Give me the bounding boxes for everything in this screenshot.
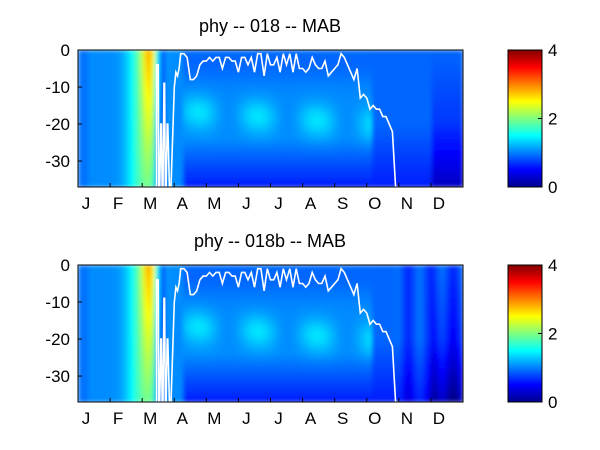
colorbar-tick-label: 2: [548, 325, 557, 344]
x-tick-label: A: [177, 194, 189, 213]
heatmap-area: [78, 50, 463, 187]
colorbar-gradient: [507, 49, 543, 188]
y-axis: 0 -10 -20 -30: [45, 256, 82, 386]
chart-title: phy -- 018b -- MAB: [194, 231, 346, 251]
mixed-layer-depth-line: [155, 52, 399, 187]
colorbar: 0 2 4: [507, 256, 557, 412]
x-tick-label: J: [274, 194, 283, 213]
colorbar-tick-label: 2: [548, 110, 557, 129]
y-tick-label: -20: [45, 115, 70, 134]
y-tick-label: 0: [61, 41, 70, 60]
x-tick-label: S: [337, 409, 348, 428]
x-tick-label: F: [113, 409, 123, 428]
y-tick-label: 0: [61, 256, 70, 275]
y-tick-label: -10: [45, 78, 70, 97]
colorbar: 0 2 4: [507, 41, 557, 197]
y-tick-label: -10: [45, 293, 70, 312]
x-tick-label: M: [207, 409, 221, 428]
heatmap-area: [78, 265, 463, 402]
colorbar-tick-label: 0: [548, 393, 557, 412]
x-tick-label: M: [207, 194, 221, 213]
x-tick-label: F: [113, 194, 123, 213]
x-tick-label: J: [82, 409, 91, 428]
x-tick-label: J: [82, 194, 91, 213]
heatmap-cells: [78, 265, 463, 402]
x-tick-label: J: [274, 409, 283, 428]
x-tick-label: D: [433, 409, 445, 428]
mixed-layer-depth-line: [155, 267, 399, 402]
x-tick-label: A: [177, 409, 189, 428]
x-tick-label: O: [368, 194, 381, 213]
chart-title: phy -- 018 -- MAB: [199, 16, 341, 36]
heatmap-cells: [78, 50, 463, 187]
x-tick-label: J: [242, 409, 251, 428]
x-tick-label: N: [401, 194, 413, 213]
colorbar-tick-label: 4: [548, 256, 557, 275]
x-tick-label: M: [143, 409, 157, 428]
y-tick-label: -30: [45, 367, 70, 386]
x-tick-label: D: [433, 194, 445, 213]
x-tick-label: M: [143, 194, 157, 213]
y-axis: 0 -10 -20 -30: [45, 41, 82, 171]
colorbar-tick-label: 4: [548, 41, 557, 60]
y-tick-label: -30: [45, 152, 70, 171]
x-tick-label: A: [305, 409, 317, 428]
colorbar-gradient: [507, 264, 543, 403]
x-tick-label: S: [337, 194, 348, 213]
x-tick-label: N: [401, 409, 413, 428]
colorbar-tick-label: 0: [548, 178, 557, 197]
x-tick-label: A: [305, 194, 317, 213]
y-tick-label: -20: [45, 330, 70, 349]
x-tick-label: O: [368, 409, 381, 428]
x-tick-label: J: [242, 194, 251, 213]
